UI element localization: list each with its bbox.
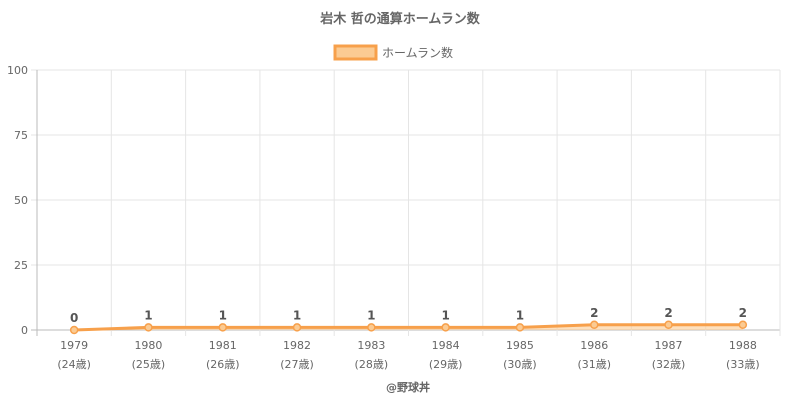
data-point[interactable] [515,323,525,332]
data-label: 1 [441,308,449,322]
data-point[interactable] [144,323,153,332]
x-tick-label: 1984 [432,339,460,352]
credit-text: @野球丼 [386,380,430,394]
data-label: 1 [516,308,524,322]
y-tick-label: 25 [14,259,28,272]
grid [31,69,781,336]
x-tick-label: 1987 [655,339,683,352]
x-tick-age-label: (25歳) [132,358,166,371]
data-label: 1 [367,308,375,322]
data-label: 1 [144,308,152,322]
data-labels: 0 1 1 1 1 1 1 2 2 2 [70,306,747,325]
data-points [69,320,748,335]
data-point[interactable] [738,320,748,330]
data-label: 0 [70,311,78,325]
x-axis: 1979 (24歳) 1980 (25歳) 1981 (26歳) 1982 (27歳) 1983… [57,339,759,371]
y-tick-label: 75 [14,129,28,142]
y-tick-label: 50 [14,194,28,207]
data-point[interactable] [664,320,673,330]
data-label: 2 [664,306,672,320]
data-point[interactable] [69,325,79,335]
chart-title: 岩木 哲の通算ホームラン数 [319,11,480,27]
series-line [74,323,743,332]
x-tick-age-label: (26歳) [206,358,240,371]
data-point[interactable] [218,323,227,332]
data-label: 1 [293,308,301,322]
y-tick-label: 0 [21,324,28,337]
data-point[interactable] [367,323,376,332]
x-tick-age-label: (33歳) [726,358,760,371]
data-point[interactable] [292,323,302,332]
x-tick-label: 1982 [283,339,311,352]
legend-swatch [333,44,378,61]
x-tick-label: 1988 [729,339,757,352]
data-point[interactable] [590,320,599,330]
x-tick-age-label: (28歳) [355,358,389,371]
series-homeruns [74,323,743,332]
x-tick-label: 1981 [209,339,237,352]
y-tick-label: 100 [7,64,28,77]
legend[interactable]: ホームラン数 [333,44,453,61]
data-label: 2 [739,306,747,320]
y-axis: 0 25 50 75 100 [7,64,28,337]
x-tick-age-label: (31歳) [577,358,611,371]
x-tick-age-label: (32歳) [652,358,686,371]
x-tick-age-label: (29歳) [429,358,463,371]
x-tick-age-label: (24歳) [57,358,91,371]
data-point[interactable] [441,323,450,332]
x-tick-label: 1983 [357,339,385,352]
x-tick-label: 1979 [60,339,88,352]
x-tick-age-label: (30歳) [503,358,537,371]
legend-label: ホームラン数 [382,45,453,60]
x-tick-label: 1986 [580,339,608,352]
x-tick-label: 1985 [506,339,534,352]
data-label: 2 [590,306,598,320]
data-label: 1 [219,308,227,322]
x-tick-age-label: (27歳) [280,358,314,371]
x-tick-label: 1980 [134,339,162,352]
